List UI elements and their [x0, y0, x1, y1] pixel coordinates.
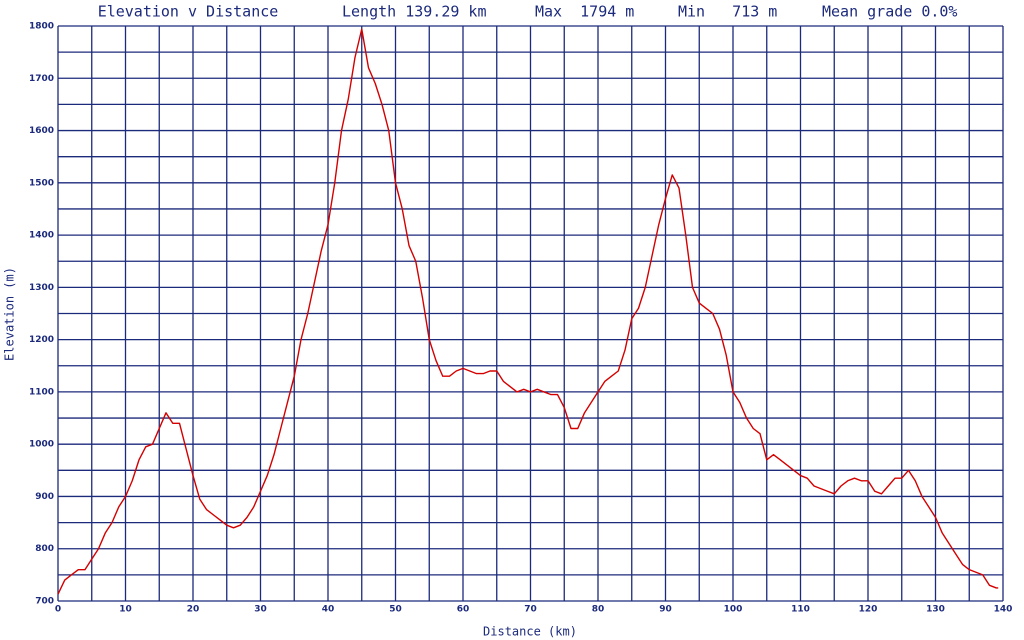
- elevation-line: [57, 28, 999, 595]
- y-tick-label: 1000: [29, 440, 54, 450]
- x-tick-label: 40: [322, 605, 335, 615]
- x-tick-label: 30: [254, 605, 267, 615]
- chart-title: Elevation v Distance: [98, 3, 279, 21]
- stat-min: Min 713 m: [678, 3, 777, 21]
- x-tick-label: 60: [457, 605, 470, 615]
- stat-grade: Mean grade 0.0%: [822, 3, 957, 21]
- stat-length: Length 139.29 km: [342, 3, 487, 21]
- x-tick-label: 50: [389, 605, 402, 615]
- y-tick-label: 1700: [29, 74, 54, 84]
- y-axis-label: Elevation (m): [3, 267, 17, 361]
- y-tick-label: 1500: [29, 178, 54, 188]
- x-tick-label: 70: [524, 605, 537, 615]
- x-tick-label: 90: [659, 605, 672, 615]
- x-tick-label: 20: [187, 605, 200, 615]
- x-tick-label: 0: [55, 605, 61, 615]
- x-tick-label: 10: [119, 605, 132, 615]
- x-tick-label: 80: [592, 605, 605, 615]
- y-tick-label: 1600: [29, 126, 54, 136]
- y-tick-label: 1800: [29, 22, 54, 32]
- y-tick-label: 1200: [29, 335, 54, 345]
- x-tick-label: 120: [859, 605, 878, 615]
- y-tick-label: 1100: [29, 387, 54, 397]
- x-tick-label: 110: [791, 605, 810, 615]
- x-axis-label: Distance (km): [483, 625, 577, 639]
- x-tick-label: 140: [994, 605, 1013, 615]
- y-tick-label: 1400: [29, 231, 54, 241]
- x-tick-label: 100: [724, 605, 743, 615]
- y-tick-label: 700: [35, 597, 54, 607]
- y-tick-label: 900: [35, 492, 54, 502]
- stat-max: Max 1794 m: [535, 3, 634, 21]
- y-tick-label: 800: [35, 544, 54, 554]
- y-tick-label: 1300: [29, 283, 54, 293]
- x-tick-label: 130: [926, 605, 945, 615]
